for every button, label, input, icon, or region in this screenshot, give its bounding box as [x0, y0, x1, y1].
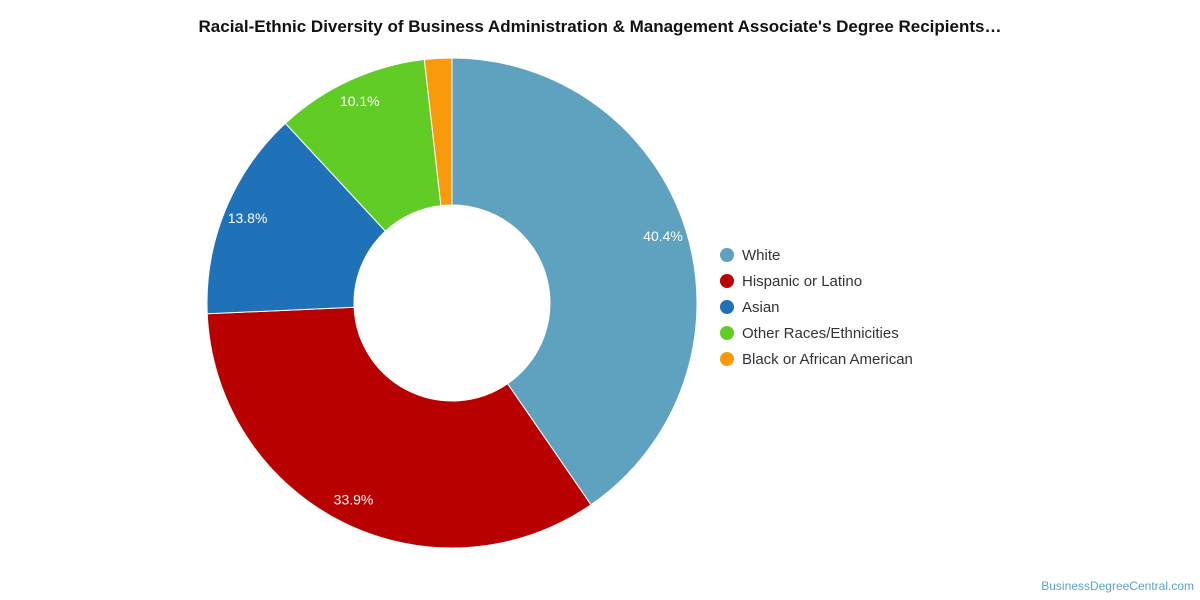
legend-label: Hispanic or Latino [742, 272, 863, 290]
donut-slice-labels: 40.4% 33.9% 13.8% 10.1% [228, 93, 683, 508]
slice-label-asian: 13.8% [228, 210, 268, 226]
chart-title: Racial-Ethnic Diversity of Business Admi… [198, 17, 1002, 36]
legend-item-white[interactable]: White [720, 242, 913, 268]
slice-label-white: 40.4% [643, 228, 683, 244]
legend-swatch-icon [720, 326, 734, 340]
slice-label-other-races-ethnicities: 10.1% [340, 93, 380, 109]
legend-swatch-icon [720, 274, 734, 288]
legend-label: Asian [742, 298, 780, 316]
legend-label: Black or African American [742, 350, 913, 368]
slice-white [451, 57, 698, 506]
legend-swatch-icon [720, 300, 734, 314]
slice-black-or-african-american [423, 57, 453, 207]
legend-label: White [742, 246, 781, 264]
legend-item-black-or-african-american[interactable]: Black or African American [720, 346, 913, 372]
slice-asian [206, 122, 387, 315]
legend-label: Other Races/Ethnicities [742, 324, 899, 342]
legend-item-asian[interactable]: Asian [720, 294, 913, 320]
legend-item-hispanic-or-latino[interactable]: Hispanic or Latino [720, 268, 913, 294]
donut-slices [206, 57, 698, 549]
legend-swatch-icon [720, 352, 734, 366]
source-credit[interactable]: BusinessDegreeCentral.com [1041, 579, 1194, 593]
slice-label-hispanic-or-latino: 33.9% [334, 492, 374, 508]
legend-swatch-icon [720, 248, 734, 262]
chart-legend: White Hispanic or Latino Asian Other Races/… [720, 242, 913, 372]
slice-hispanic-or-latino [206, 306, 592, 549]
legend-item-other-races-ethnicities[interactable]: Other Races/Ethnicities [720, 320, 913, 346]
